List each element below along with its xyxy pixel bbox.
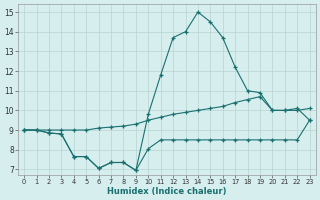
X-axis label: Humidex (Indice chaleur): Humidex (Indice chaleur)	[107, 187, 227, 196]
